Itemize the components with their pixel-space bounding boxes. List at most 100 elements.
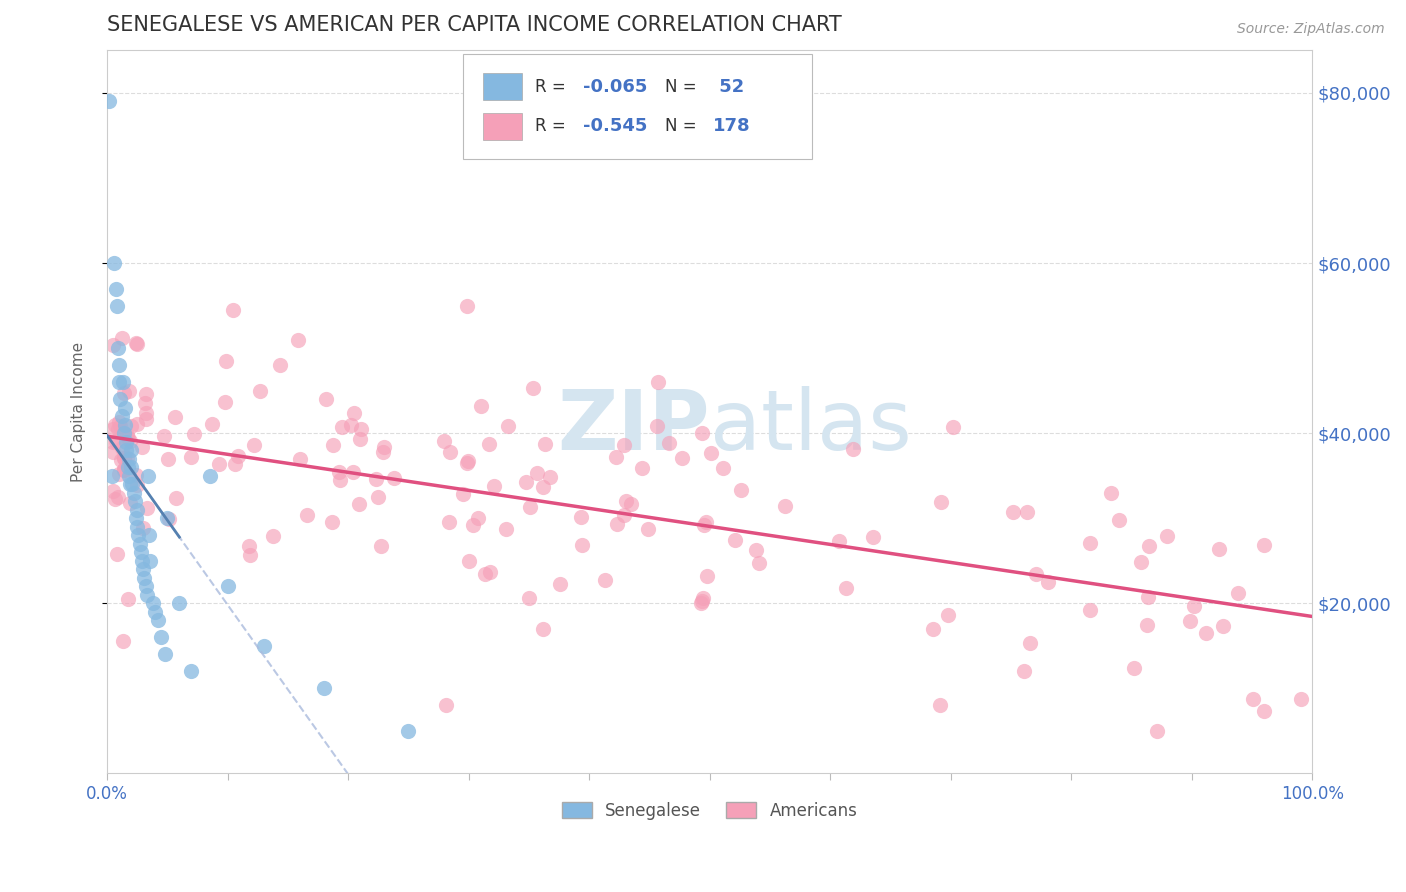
Point: [115, 450, 138, 465]
Point: [1195, 626, 1218, 640]
Point: [135, 386, 157, 401]
Point: [104, 434, 127, 449]
Point: [101, 435, 124, 450]
Point: [156, 451, 179, 466]
Point: [107, 490, 129, 504]
Point: [107, 422, 129, 436]
Point: [118, 434, 141, 448]
Point: [531, 480, 554, 494]
Point: [711, 461, 734, 475]
Point: [745, 542, 768, 557]
Point: [287, 333, 309, 347]
Point: [120, 460, 142, 475]
Point: [150, 631, 173, 645]
Point: [153, 648, 176, 662]
Point: [515, 475, 537, 489]
Point: [111, 375, 134, 389]
Point: [1001, 505, 1024, 519]
Point: [748, 556, 770, 570]
Point: [606, 517, 628, 532]
Point: [215, 354, 238, 368]
Point: [1136, 590, 1159, 604]
Point: [484, 478, 506, 492]
Point: [127, 502, 149, 516]
Point: [104, 492, 127, 507]
FancyBboxPatch shape: [484, 73, 522, 100]
Point: [136, 468, 159, 483]
Point: [367, 490, 389, 504]
Point: [343, 406, 366, 420]
Point: [457, 454, 479, 468]
Point: [132, 562, 155, 576]
Point: [135, 588, 157, 602]
Point: [110, 392, 132, 407]
Point: [605, 450, 627, 465]
Point: [112, 451, 135, 466]
Point: [350, 422, 373, 436]
Text: N =: N =: [665, 118, 702, 136]
Point: [224, 457, 246, 471]
Point: [253, 639, 276, 653]
Text: 52: 52: [713, 78, 745, 95]
Point: [658, 435, 681, 450]
Point: [118, 468, 141, 483]
Point: [1208, 541, 1230, 556]
Point: [531, 622, 554, 636]
Point: [262, 528, 284, 542]
Point: [103, 256, 125, 270]
Point: [321, 515, 343, 529]
Text: R =: R =: [534, 78, 571, 95]
Point: [124, 336, 146, 351]
Point: [114, 386, 136, 401]
Point: [613, 438, 636, 452]
Point: [132, 521, 155, 535]
Text: -0.065: -0.065: [583, 78, 648, 95]
Point: [1156, 529, 1178, 543]
Point: [526, 466, 548, 480]
Point: [98, 95, 121, 109]
Point: [108, 375, 131, 389]
Point: [101, 484, 124, 499]
Point: [101, 468, 124, 483]
Point: [1253, 538, 1275, 552]
Point: [118, 451, 141, 466]
Point: [841, 442, 863, 457]
Point: [138, 528, 160, 542]
Point: [724, 533, 747, 547]
Point: [647, 375, 669, 389]
Point: [127, 477, 149, 491]
Point: [157, 512, 180, 526]
Point: [613, 508, 636, 522]
Point: [730, 483, 752, 497]
Point: [118, 384, 141, 399]
Point: [118, 477, 141, 491]
Point: [467, 511, 489, 525]
Point: [105, 547, 128, 561]
Point: [163, 410, 186, 425]
Point: [121, 477, 143, 491]
Point: [936, 607, 959, 622]
Point: [1182, 599, 1205, 614]
Point: [671, 450, 693, 465]
Point: [382, 471, 405, 485]
Point: [1227, 586, 1250, 600]
Point: [862, 530, 884, 544]
Point: [201, 417, 224, 431]
Point: [110, 453, 132, 467]
Point: [1025, 566, 1047, 581]
Point: [463, 517, 485, 532]
Point: [269, 358, 291, 372]
Point: [322, 438, 344, 452]
Point: [107, 341, 129, 355]
Point: [101, 444, 124, 458]
FancyBboxPatch shape: [463, 54, 813, 159]
Point: [108, 419, 131, 434]
Point: [478, 437, 501, 451]
Point: [1108, 513, 1130, 527]
Point: [112, 634, 135, 648]
Point: [112, 463, 135, 477]
Point: [249, 384, 271, 398]
Point: [637, 522, 659, 536]
Point: [922, 622, 945, 636]
Point: [101, 338, 124, 352]
